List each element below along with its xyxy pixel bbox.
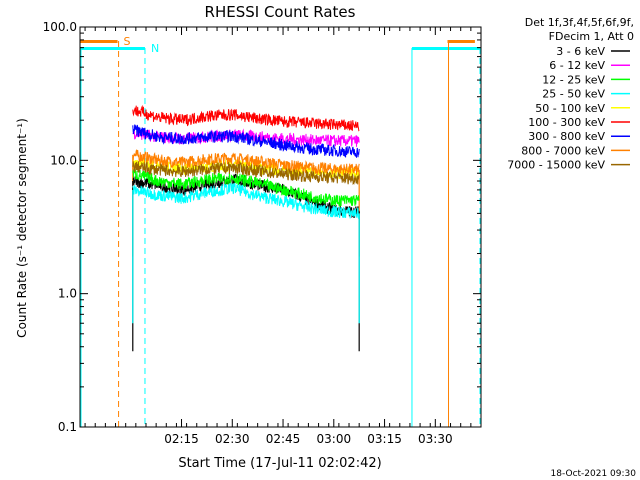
x-tick-label-1: 02:30 xyxy=(215,432,250,446)
legend-label-2: 12 - 25 keV xyxy=(542,73,605,86)
legend-label-7: 800 - 7000 keV xyxy=(521,144,605,157)
legend: Det 1f,3f,4f,5f,6f,9f, FDecim 1, Att 0 3… xyxy=(507,16,634,172)
night-label: N xyxy=(151,42,159,55)
series-line-3 xyxy=(132,181,360,219)
x-tick-label-4: 03:15 xyxy=(367,432,402,446)
legend-label-1: 6 - 12 keV xyxy=(549,59,605,72)
saa-label: S xyxy=(124,35,131,48)
legend-label-6: 300 - 800 keV xyxy=(528,130,605,143)
series-line-6 xyxy=(132,124,360,158)
x-tick-label-3: 03:00 xyxy=(317,432,352,446)
series-line-8 xyxy=(132,161,360,186)
detector-info-line2: FDecim 1, Att 0 xyxy=(549,30,634,43)
x-tick-label-5: 03:30 xyxy=(418,432,453,446)
series-line-5 xyxy=(132,104,360,132)
legend-label-5: 100 - 300 keV xyxy=(528,116,605,129)
legend-label-8: 7000 - 15000 keV xyxy=(507,159,605,172)
x-tick-label-0: 02:15 xyxy=(164,432,199,446)
legend-label-0: 3 - 6 keV xyxy=(556,45,605,58)
chart-title: RHESSI Count Rates xyxy=(205,3,356,21)
detector-info-line1: Det 1f,3f,4f,5f,6f,9f, xyxy=(525,16,634,29)
plot-frame xyxy=(79,26,482,428)
y-tick-label-2: 1.0 xyxy=(58,287,77,301)
x-axis-label: Start Time (17-Jul-11 02:02:42) xyxy=(178,456,381,471)
legend-label-3: 25 - 50 keV xyxy=(542,88,605,101)
series-line-2 xyxy=(132,169,360,207)
y-axis-label: Count Rate (s⁻¹ detector segment⁻¹) xyxy=(15,118,29,338)
y-tick-label-3: 0.1 xyxy=(58,420,77,434)
y-tick-label-1: 10.0 xyxy=(50,153,77,167)
timestamp: 18-Oct-2021 09:30 xyxy=(551,469,637,479)
series-line-7 xyxy=(132,148,360,176)
x-tick-label-2: 02:45 xyxy=(266,432,301,446)
legend-label-4: 50 - 100 keV xyxy=(535,102,605,115)
y-tick-label-0: 100.0 xyxy=(43,20,77,34)
